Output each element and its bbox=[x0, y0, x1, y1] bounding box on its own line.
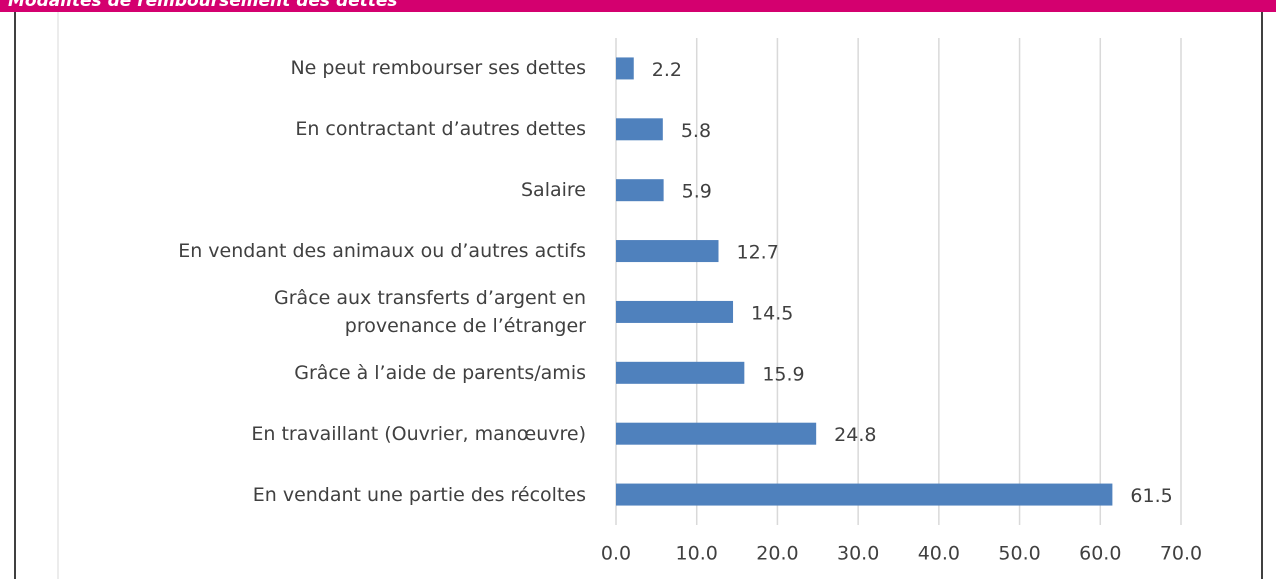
category-label: En contractant d’autres dettes bbox=[295, 118, 586, 141]
value-label: 61.5 bbox=[1130, 485, 1172, 507]
bar bbox=[616, 483, 1113, 506]
x-tick-label: 50.0 bbox=[998, 543, 1040, 565]
bar bbox=[616, 300, 734, 323]
value-label: 12.7 bbox=[737, 242, 779, 264]
bar bbox=[616, 361, 745, 384]
x-tick-label: 0.0 bbox=[601, 543, 631, 565]
x-tick-label: 40.0 bbox=[918, 543, 960, 565]
value-label: 5.9 bbox=[682, 181, 712, 203]
category-label: Grâce à l’aide de parents/amis bbox=[294, 361, 586, 384]
category-label: En vendant des animaux ou d’autres actif… bbox=[178, 240, 586, 263]
bar bbox=[616, 118, 663, 141]
category-label: En vendant une partie des récoltes bbox=[252, 483, 586, 506]
category-label: Grâce aux transferts d’argent en provena… bbox=[274, 286, 586, 337]
category-label: En travaillant (Ouvrier, manœuvre) bbox=[251, 422, 586, 445]
x-tick-label: 10.0 bbox=[676, 543, 718, 565]
bar bbox=[616, 179, 664, 202]
chart-title: Modalités de remboursement des dettes bbox=[8, 0, 398, 11]
value-label: 24.8 bbox=[834, 424, 876, 446]
value-label: 15.9 bbox=[762, 363, 804, 385]
value-label: 2.2 bbox=[652, 59, 682, 81]
header-bar: Modalités de remboursement des dettes bbox=[0, 0, 1276, 12]
bar bbox=[616, 422, 817, 445]
category-label: Ne peut rembourser ses dettes bbox=[290, 57, 586, 80]
bar bbox=[616, 240, 719, 263]
x-tick-label: 20.0 bbox=[756, 543, 798, 565]
value-label: 14.5 bbox=[751, 302, 793, 324]
value-label: 5.8 bbox=[681, 120, 711, 142]
category-label: Salaire bbox=[521, 179, 586, 202]
x-tick-label: 60.0 bbox=[1079, 543, 1121, 565]
x-tick-label: 30.0 bbox=[837, 543, 879, 565]
x-tick-label: 70.0 bbox=[1160, 543, 1202, 565]
bar bbox=[616, 57, 634, 80]
